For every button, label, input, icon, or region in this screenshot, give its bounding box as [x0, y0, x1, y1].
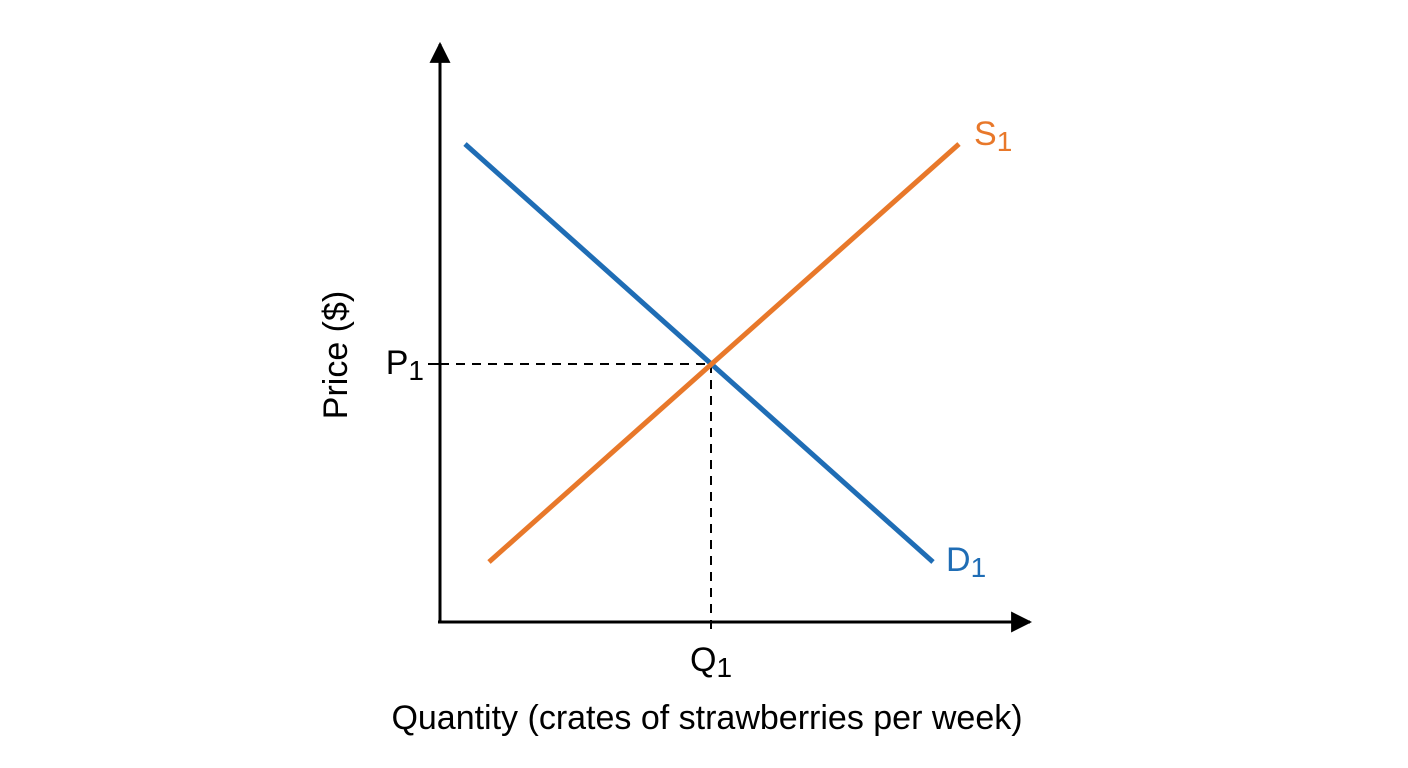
- label-subscript: 1: [716, 652, 732, 683]
- supply-curve: [487, 142, 961, 564]
- label-subscript: 1: [971, 552, 987, 583]
- label-text: Q: [690, 641, 716, 679]
- demand-curve: [463, 142, 935, 564]
- demand-label: D1: [946, 541, 986, 583]
- price-label: P1: [386, 344, 424, 386]
- label-text: S: [974, 115, 997, 153]
- quantity-label: Q1: [690, 641, 732, 683]
- label-text: D: [946, 541, 971, 579]
- label-subscript: 1: [997, 126, 1013, 157]
- y-axis-label: Price ($): [317, 291, 355, 419]
- x-axis-label: Quantity (crates of strawberries per wee…: [391, 699, 1022, 737]
- label-text: P: [386, 344, 409, 382]
- supply-label: S1: [974, 115, 1012, 157]
- label-subscript: 1: [408, 355, 424, 386]
